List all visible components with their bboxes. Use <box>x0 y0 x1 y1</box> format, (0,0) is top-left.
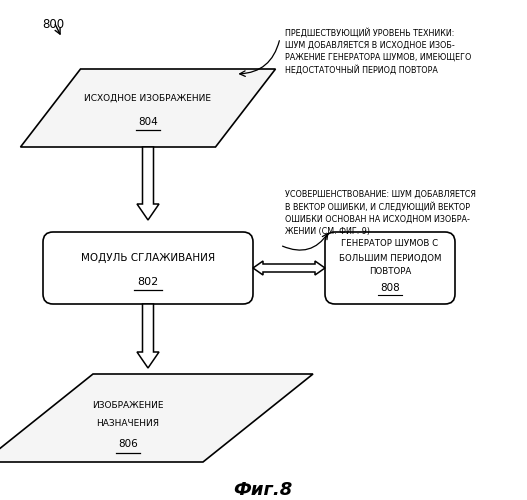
Text: УСОВЕРШЕНСТВОВАНИЕ: ШУМ ДОБАВЛЯЕТСЯ
В ВЕКТОР ОШИБКИ, И СЛЕДУЮЩИЙ ВЕКТОР
ОШИБКИ О: УСОВЕРШЕНСТВОВАНИЕ: ШУМ ДОБАВЛЯЕТСЯ В ВЕ… <box>285 190 476 236</box>
Text: ИЗОБРАЖЕНИЕ: ИЗОБРАЖЕНИЕ <box>92 402 164 410</box>
Polygon shape <box>137 304 159 368</box>
Text: 800: 800 <box>42 18 64 31</box>
Text: ИСХОДНОЕ ИЗОБРАЖЕНИЕ: ИСХОДНОЕ ИЗОБРАЖЕНИЕ <box>84 94 211 102</box>
Text: НАЗНАЧЕНИЯ: НАЗНАЧЕНИЯ <box>96 420 160 428</box>
FancyBboxPatch shape <box>43 232 253 304</box>
Polygon shape <box>21 69 276 147</box>
Text: Фиг.8: Фиг.8 <box>233 481 292 499</box>
Text: БОЛЬШИМ ПЕРИОДОМ: БОЛЬШИМ ПЕРИОДОМ <box>339 254 441 262</box>
Text: ПРЕДШЕСТВУЮЩИЙ УРОВЕНЬ ТЕХНИКИ:
ШУМ ДОБАВЛЯЕТСЯ В ИСХОДНОЕ ИЗОБ-
РАЖЕНИЕ ГЕНЕРАТ: ПРЕДШЕСТВУЮЩИЙ УРОВЕНЬ ТЕХНИКИ: ШУМ ДОБА… <box>285 28 471 74</box>
Text: МОДУЛЬ СГЛАЖИВАНИЯ: МОДУЛЬ СГЛАЖИВАНИЯ <box>81 253 215 263</box>
Text: 804: 804 <box>138 117 158 127</box>
Polygon shape <box>253 261 325 275</box>
Text: 802: 802 <box>138 277 159 287</box>
Text: 808: 808 <box>380 283 400 293</box>
Polygon shape <box>0 374 313 462</box>
Text: ГЕНЕРАТОР ШУМОВ С: ГЕНЕРАТОР ШУМОВ С <box>341 240 438 248</box>
Polygon shape <box>137 147 159 220</box>
FancyBboxPatch shape <box>325 232 455 304</box>
Text: 806: 806 <box>118 439 138 449</box>
Text: ПОВТОРА: ПОВТОРА <box>369 268 411 276</box>
